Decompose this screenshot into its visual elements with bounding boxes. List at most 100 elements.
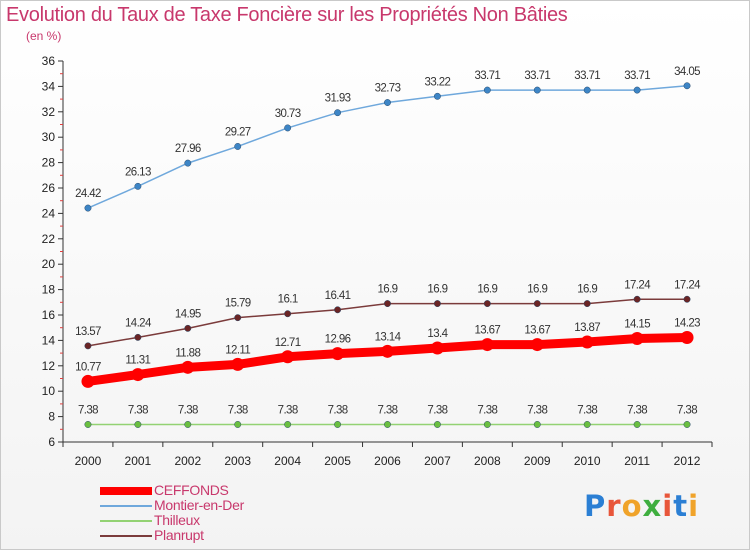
legend-label: CEFFONDS bbox=[154, 482, 229, 498]
y-tick-label: 26 bbox=[42, 181, 56, 195]
series-line bbox=[83, 332, 692, 386]
data-label: 7.38 bbox=[527, 404, 547, 416]
data-point bbox=[234, 421, 242, 428]
logo-letter: o bbox=[621, 489, 643, 523]
data-label: 14.15 bbox=[624, 318, 650, 330]
data-point bbox=[184, 324, 192, 332]
x-tick-label: 2006 bbox=[374, 454, 401, 468]
logo-letter: r bbox=[606, 489, 622, 523]
data-point bbox=[84, 342, 92, 350]
data-label: 27.96 bbox=[175, 143, 201, 155]
data-point bbox=[633, 295, 641, 303]
y-tick-label: 18 bbox=[42, 283, 56, 297]
series-points bbox=[81, 82, 694, 428]
data-point bbox=[533, 421, 541, 428]
data-label: 7.38 bbox=[577, 404, 597, 416]
data-point bbox=[583, 86, 591, 94]
data-label: 7.38 bbox=[427, 404, 447, 416]
data-point bbox=[483, 86, 491, 94]
y-tick-label: 12 bbox=[42, 359, 56, 373]
legend-label: Planrupt bbox=[154, 527, 204, 543]
y-tick-label: 32 bbox=[42, 105, 56, 119]
data-label: 17.24 bbox=[674, 279, 701, 291]
data-point bbox=[533, 86, 541, 94]
data-point bbox=[580, 335, 594, 349]
data-point bbox=[583, 421, 591, 428]
data-label: 16.9 bbox=[477, 284, 497, 296]
data-label: 33.71 bbox=[624, 70, 650, 82]
data-label: 10.77 bbox=[75, 361, 101, 373]
logo-letter: x bbox=[642, 489, 663, 523]
x-tick-label: 2012 bbox=[674, 454, 701, 468]
logo-letter: P bbox=[584, 489, 607, 523]
data-label: 12.96 bbox=[325, 334, 351, 346]
x-tick-label: 2004 bbox=[274, 454, 301, 468]
data-point bbox=[483, 421, 491, 428]
y-tick-label: 24 bbox=[42, 206, 56, 220]
data-point bbox=[433, 92, 441, 100]
data-point bbox=[134, 421, 142, 428]
data-labels: 24.42 26.13 27.96 29.27 30.73 31.93 32.73 33.22… bbox=[75, 66, 702, 417]
y-tick-label: 16 bbox=[42, 308, 56, 322]
data-point bbox=[181, 360, 195, 374]
y-tick-label: 28 bbox=[42, 156, 56, 170]
data-label: 33.71 bbox=[524, 70, 550, 82]
x-tick-label: 2001 bbox=[125, 454, 152, 468]
proxiti-logo: Proxiti bbox=[584, 489, 699, 523]
data-point bbox=[583, 300, 591, 308]
x-tick-label: 2005 bbox=[324, 454, 351, 468]
y-tick-label: 34 bbox=[42, 79, 56, 93]
data-label: 7.38 bbox=[328, 404, 348, 416]
data-label: 29.27 bbox=[225, 126, 251, 138]
logo-letter: i bbox=[688, 489, 700, 523]
y-tick-label: 14 bbox=[42, 333, 56, 347]
data-point bbox=[184, 159, 192, 167]
data-point bbox=[234, 314, 242, 322]
data-label: 13.14 bbox=[375, 331, 402, 343]
legend-swatch bbox=[100, 505, 152, 507]
logo-letter: t bbox=[673, 489, 689, 523]
data-label: 16.9 bbox=[527, 284, 547, 296]
data-point bbox=[281, 350, 295, 364]
data-label: 7.38 bbox=[477, 404, 497, 416]
data-label: 13.87 bbox=[574, 322, 600, 334]
data-label: 11.31 bbox=[125, 355, 150, 367]
chart-title: Evolution du Taux de Taxe Foncière sur l… bbox=[6, 4, 568, 26]
y-tick-label: 36 bbox=[42, 54, 56, 68]
data-point bbox=[334, 306, 342, 314]
data-point bbox=[480, 338, 494, 352]
data-label: 12.11 bbox=[225, 344, 250, 356]
data-label: 33.71 bbox=[574, 70, 600, 82]
data-label: 16.9 bbox=[577, 284, 597, 296]
data-point bbox=[384, 300, 391, 308]
data-label: 7.38 bbox=[178, 404, 198, 416]
data-label: 32.73 bbox=[375, 83, 401, 95]
legend-label: Montier-en-Der bbox=[154, 497, 244, 513]
data-label: 7.38 bbox=[677, 404, 697, 416]
data-point bbox=[384, 99, 391, 106]
x-tick-label: 2009 bbox=[524, 454, 551, 468]
data-point bbox=[131, 368, 145, 382]
data-point bbox=[134, 182, 142, 190]
data-label: 14.23 bbox=[674, 317, 700, 329]
data-point bbox=[683, 421, 691, 428]
data-label: 7.38 bbox=[278, 404, 298, 416]
data-point bbox=[680, 330, 694, 344]
data-point bbox=[533, 300, 541, 308]
data-label: 7.38 bbox=[128, 404, 148, 416]
data-point bbox=[284, 310, 292, 318]
data-point bbox=[134, 333, 142, 341]
data-point bbox=[384, 421, 391, 428]
data-point bbox=[633, 421, 641, 428]
data-label: 26.13 bbox=[125, 166, 151, 178]
legend-label: Thilleux bbox=[154, 512, 200, 528]
data-label: 13.57 bbox=[75, 326, 101, 338]
data-point bbox=[633, 86, 641, 94]
y-tick-label: 6 bbox=[48, 435, 55, 449]
data-label: 33.22 bbox=[425, 76, 451, 88]
data-point bbox=[430, 341, 444, 355]
data-label: 7.38 bbox=[378, 404, 398, 416]
data-point bbox=[381, 344, 394, 358]
data-point bbox=[234, 143, 242, 150]
